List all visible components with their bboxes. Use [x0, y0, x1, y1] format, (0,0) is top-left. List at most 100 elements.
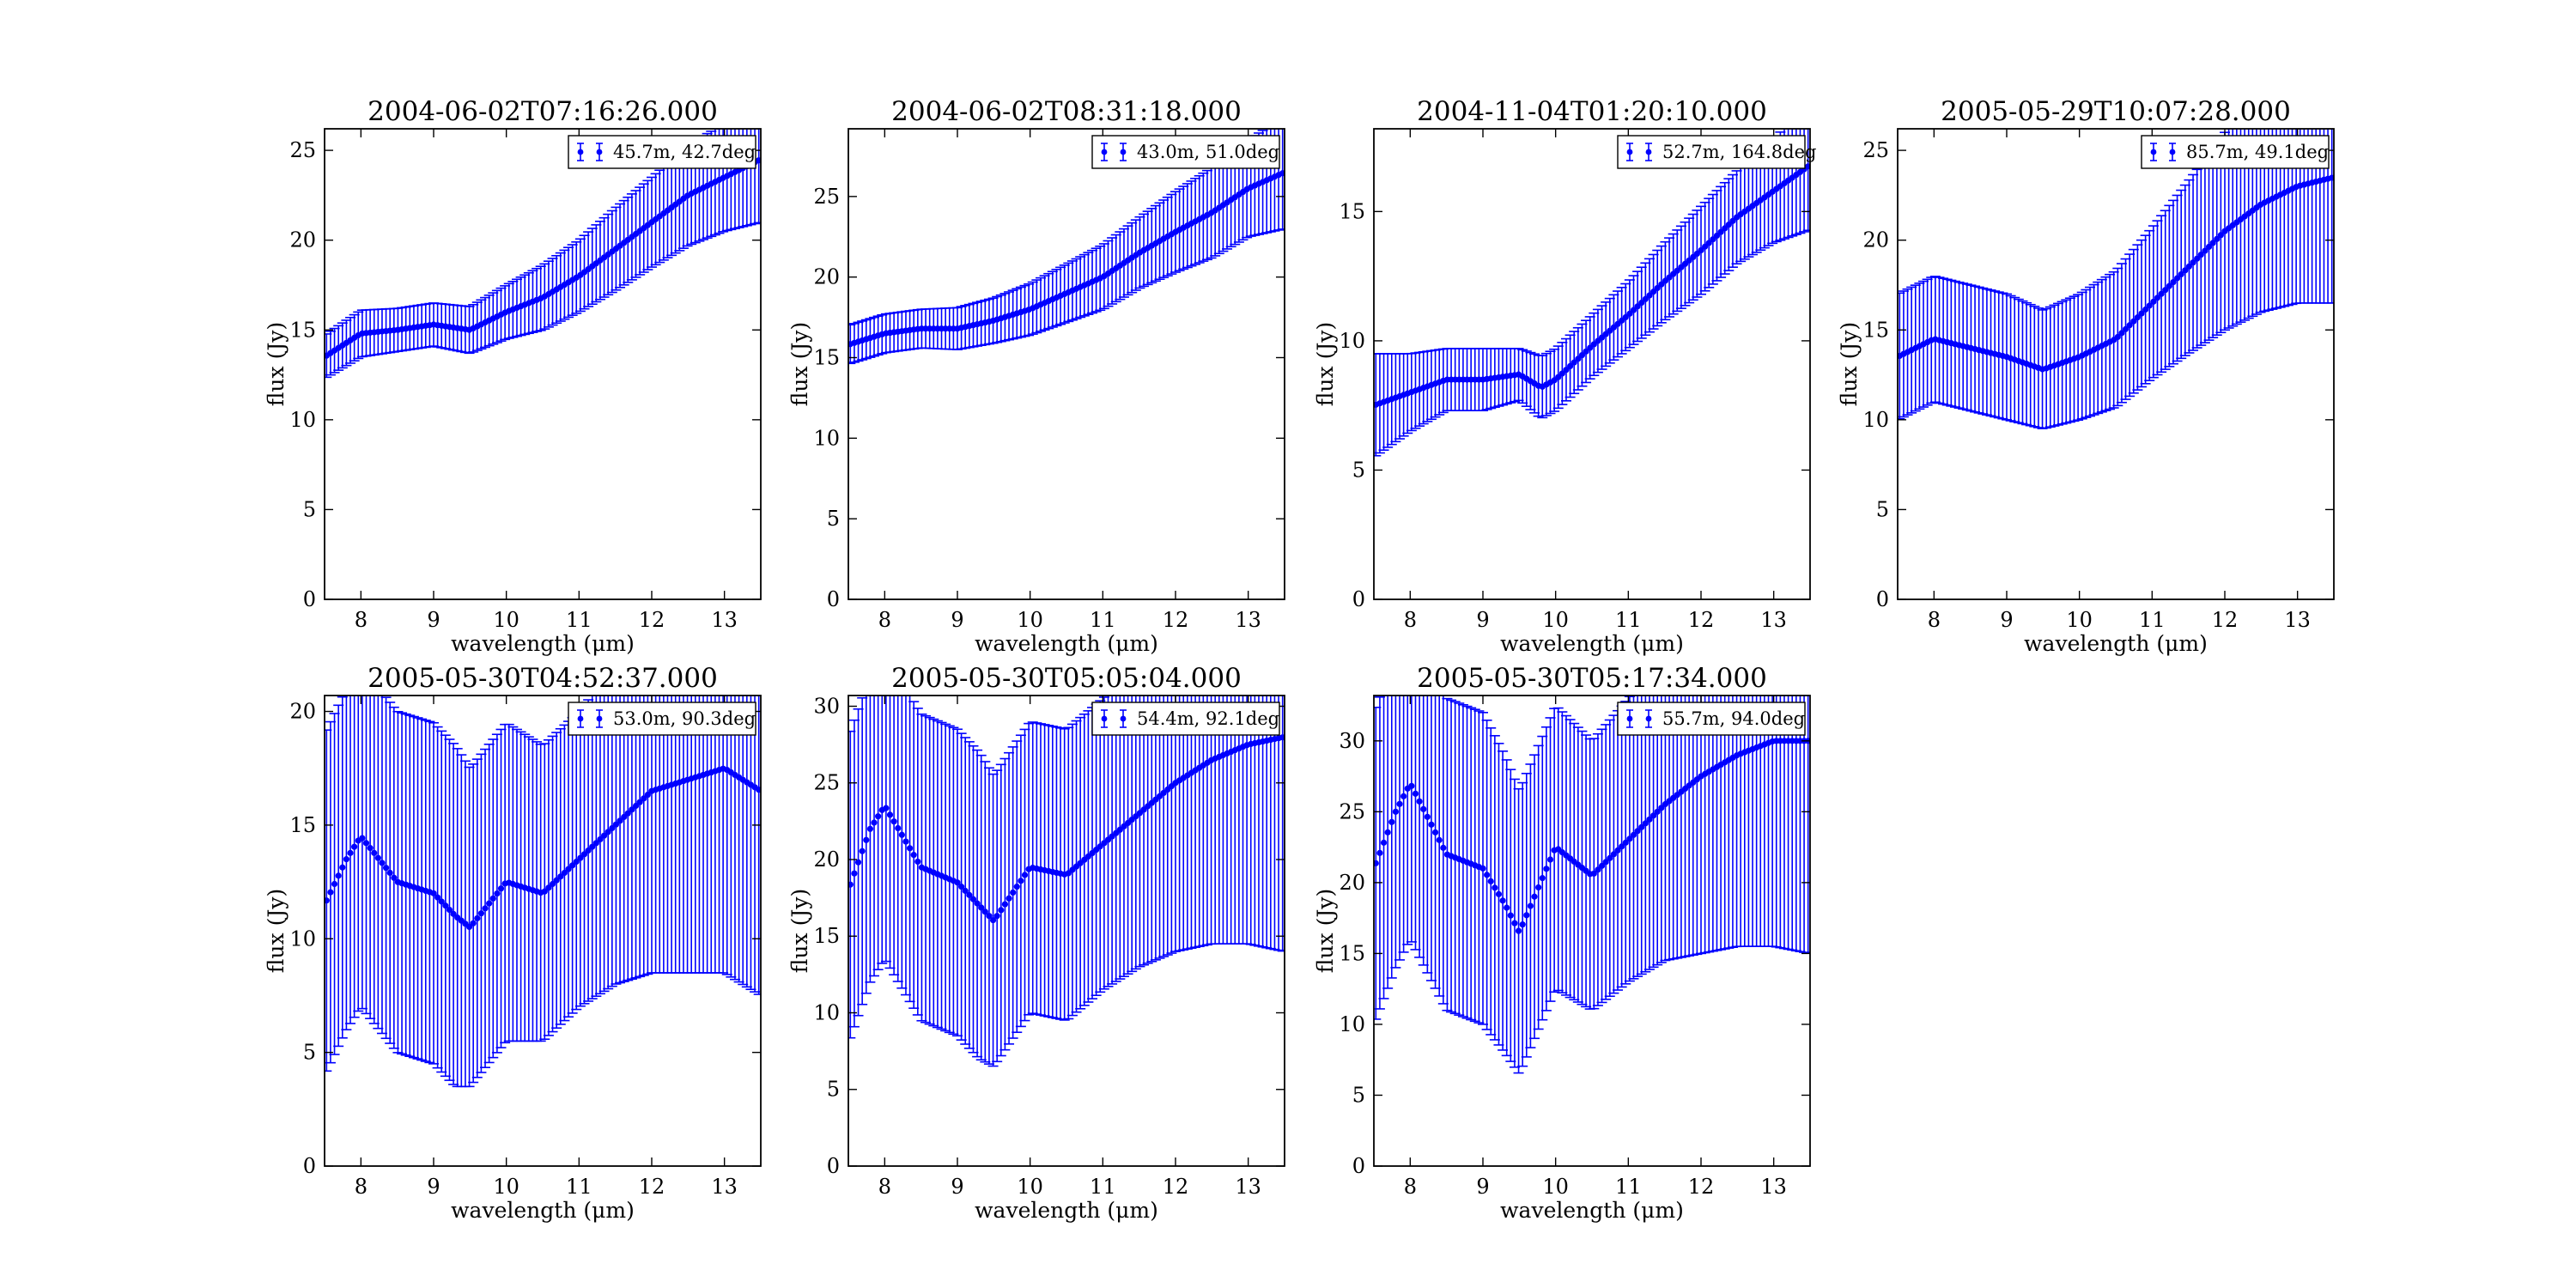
data-point — [875, 813, 882, 820]
data-point — [1539, 875, 1546, 882]
y-tick-label: 10 — [1339, 329, 1365, 353]
legend: 43.0m, 51.0deg — [1091, 135, 1280, 169]
data-point — [1654, 284, 1661, 292]
x-tick-label: 9 — [951, 608, 963, 632]
data-point — [2166, 283, 2172, 289]
data-point — [2142, 306, 2149, 313]
data-point — [1515, 927, 1522, 934]
data-point — [1428, 821, 1435, 828]
data-series — [1374, 696, 1810, 1074]
data-point — [859, 848, 866, 854]
legend: 54.4m, 92.1deg — [1091, 702, 1280, 736]
data-point — [1555, 374, 1562, 380]
data-point — [1634, 828, 1641, 835]
subplot-4: 8 9 10 11 12 13 0 5 10 15 20 25 2005-05-29T10:07:28.… — [1837, 96, 2335, 656]
y-tick-label: 25 — [1862, 138, 1889, 162]
data-point — [863, 836, 870, 843]
subplot-title: 2005-05-30T05:05:04.000 — [891, 663, 1242, 694]
data-point — [1436, 836, 1443, 843]
data-point — [914, 858, 921, 866]
legend-marker-point — [1120, 149, 1127, 155]
data-series — [325, 696, 761, 1088]
data-point — [1376, 849, 1383, 856]
data-point — [1705, 240, 1712, 246]
data-point — [1619, 843, 1625, 850]
x-tick-label: 9 — [951, 1175, 963, 1199]
data-point — [1702, 243, 1709, 250]
data-point — [442, 902, 449, 909]
data-point — [1638, 823, 1645, 830]
data-point — [2194, 255, 2201, 262]
data-point — [597, 835, 604, 843]
data-point — [391, 874, 398, 881]
data-point — [359, 835, 366, 841]
legend: 53.0m, 90.3deg — [568, 702, 756, 736]
x-tick-label: 10 — [2066, 608, 2093, 632]
y-tick-label: 20 — [1862, 228, 1889, 252]
y-tick-label: 5 — [303, 1041, 316, 1065]
data-point — [379, 860, 386, 866]
data-point — [450, 910, 457, 917]
legend-marker-point — [2150, 149, 2157, 155]
data-point — [1578, 351, 1586, 359]
data-point — [2329, 174, 2334, 181]
data-point — [2182, 267, 2189, 274]
data-point — [2170, 278, 2177, 286]
data-point — [1646, 816, 1653, 823]
y-tick-label: 25 — [1339, 799, 1365, 823]
data-point — [1531, 893, 1538, 900]
data-point — [1001, 901, 1009, 908]
x-tick-label: 10 — [493, 1175, 519, 1199]
x-axis-label: wavelength (μm) — [1500, 1198, 1684, 1223]
data-point — [1010, 889, 1017, 896]
data-point — [2209, 240, 2216, 246]
data-point — [2217, 232, 2224, 239]
data-point — [981, 908, 988, 915]
legend-marker-point — [596, 715, 603, 722]
data-point — [978, 904, 985, 911]
data-point — [438, 898, 445, 905]
data-point — [2185, 263, 2193, 270]
data-point — [1595, 866, 1601, 873]
data-point — [2114, 333, 2121, 341]
data-point — [347, 849, 354, 856]
x-tick-label: 10 — [1542, 608, 1569, 632]
y-tick-label: 15 — [813, 924, 840, 948]
data-point — [1484, 872, 1491, 878]
legend-marker-point — [1101, 149, 1108, 155]
x-tick-label: 11 — [2139, 608, 2166, 632]
data-point — [1504, 904, 1510, 911]
data-point — [1005, 895, 1012, 902]
x-tick-label: 8 — [355, 608, 368, 632]
axes-frame — [324, 695, 762, 1167]
data-point — [541, 888, 548, 895]
data-point — [1567, 362, 1574, 370]
data-point — [335, 872, 342, 879]
legend: 45.7m, 42.7deg — [568, 135, 756, 169]
data-point — [1575, 355, 1582, 362]
x-tick-label: 13 — [1760, 608, 1787, 632]
data-point — [756, 157, 761, 164]
data-point — [1546, 856, 1554, 863]
data-point — [577, 854, 584, 861]
data-point — [1630, 831, 1637, 838]
y-axis-label: flux (Jy) — [264, 889, 289, 973]
data-point — [569, 862, 576, 869]
data-series — [325, 129, 761, 379]
data-point — [1487, 878, 1494, 884]
data-point — [866, 825, 874, 832]
y-axis-label: flux (Jy) — [1313, 889, 1338, 973]
legend-marker-point — [1120, 715, 1127, 722]
data-point — [1279, 170, 1285, 177]
data-point — [446, 906, 453, 914]
data-point — [362, 840, 370, 847]
y-tick-label: 5 — [303, 497, 316, 521]
data-point — [343, 856, 349, 863]
data-point — [1598, 862, 1606, 869]
data-point — [557, 873, 564, 880]
data-point — [367, 845, 374, 852]
y-tick-label: 15 — [289, 813, 316, 837]
data-point — [331, 880, 338, 888]
x-tick-label: 9 — [2000, 608, 2013, 632]
